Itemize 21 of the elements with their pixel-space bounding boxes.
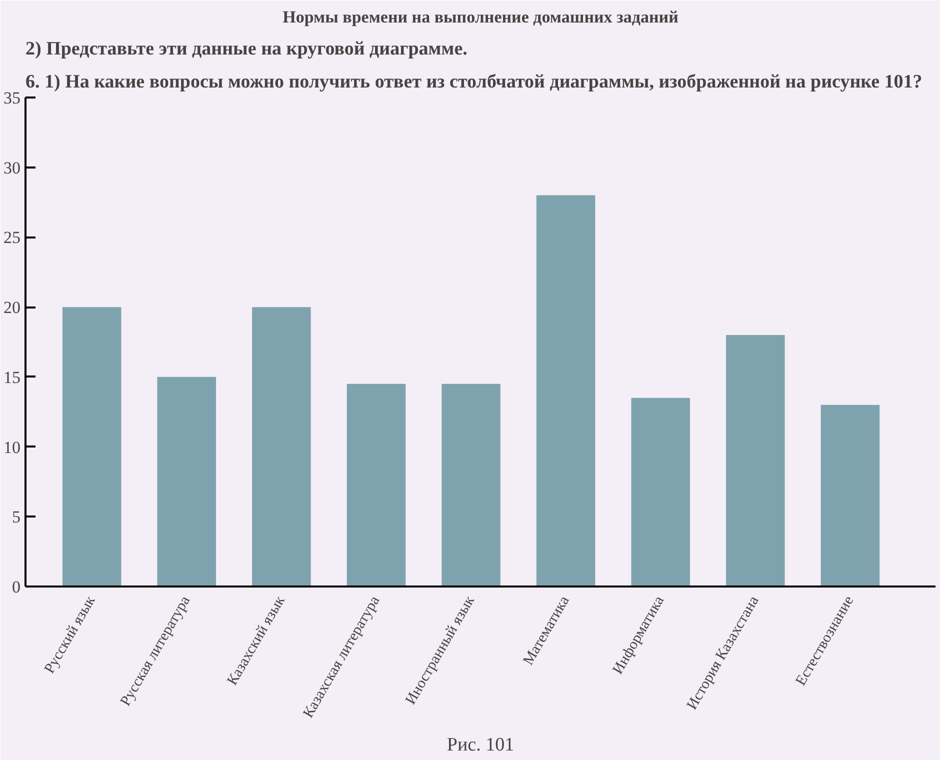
bar (631, 398, 690, 586)
y-tick-label: 35 (4, 88, 20, 108)
y-tick-label: 25 (4, 228, 20, 248)
bar (536, 195, 596, 586)
bar (820, 404, 880, 586)
text: 2) Представьте эти данные на круговой диаграмме. (26, 38, 468, 60)
y-tick-label: 15 (4, 368, 20, 387)
bar (252, 307, 311, 586)
chart-title: Нормы времени на выполнение домашних заданий (282, 8, 679, 26)
text: 6. 1) На какие вопросы можно получить ответ из столбчатой диаграммы, изображенной на рисунке 101? (26, 72, 922, 92)
y-tick-label: 10 (4, 438, 20, 457)
bar (442, 384, 500, 586)
y-tick-label: 20 (4, 298, 20, 318)
y-tick-label: 0 (12, 578, 20, 596)
bar (157, 376, 216, 586)
bar (726, 335, 785, 586)
bar (62, 307, 122, 586)
text: Рис. 101 (446, 734, 514, 756)
y-tick-label: 30 (4, 158, 20, 178)
bar (346, 384, 406, 586)
y-tick-label: 5 (12, 508, 20, 527)
